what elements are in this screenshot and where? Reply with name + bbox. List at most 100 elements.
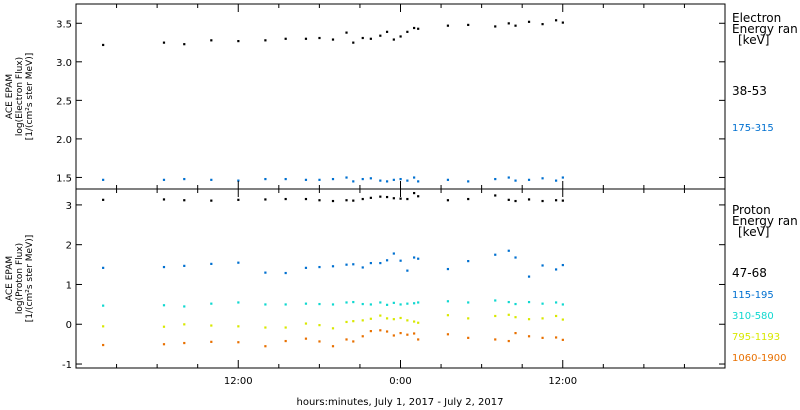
data-point xyxy=(406,302,409,305)
data-point xyxy=(399,197,402,200)
data-point xyxy=(494,299,497,302)
data-point xyxy=(210,324,213,327)
y-tick-label: 3.5 xyxy=(56,19,72,30)
legend-entry: 1060-1900 xyxy=(732,353,787,364)
data-point xyxy=(264,198,267,201)
data-point xyxy=(561,199,564,202)
data-series xyxy=(102,329,564,348)
data-point xyxy=(413,320,416,323)
data-point xyxy=(507,22,510,25)
data-point xyxy=(561,303,564,306)
data-point xyxy=(554,336,558,339)
data-point xyxy=(467,336,470,339)
data-point xyxy=(467,197,470,201)
data-point xyxy=(264,303,267,306)
data-series xyxy=(102,299,564,308)
data-point xyxy=(237,325,240,328)
data-point xyxy=(210,178,213,181)
data-point xyxy=(507,339,510,343)
data-point xyxy=(399,316,402,320)
y-tick-label: 1 xyxy=(66,280,72,291)
data-point xyxy=(210,262,213,265)
data-point xyxy=(183,43,186,46)
data-point xyxy=(237,261,240,264)
data-point xyxy=(304,337,308,340)
data-point xyxy=(507,249,510,252)
data-point xyxy=(541,199,544,203)
data-point xyxy=(385,330,389,333)
data-point xyxy=(514,199,517,203)
y-tick-label: 2 xyxy=(66,241,72,252)
data-point xyxy=(446,267,450,271)
data-point xyxy=(237,179,240,182)
data-point xyxy=(406,319,409,322)
data-point xyxy=(541,23,544,26)
data-point xyxy=(406,30,409,33)
data-point xyxy=(379,34,382,37)
data-point xyxy=(237,301,240,304)
data-point xyxy=(385,30,389,33)
data-point xyxy=(446,24,450,27)
data-point xyxy=(162,343,166,346)
data-point xyxy=(284,271,287,275)
data-point xyxy=(514,302,517,306)
data-point xyxy=(102,266,105,269)
data-point xyxy=(379,314,382,317)
data-point xyxy=(541,177,544,180)
data-point xyxy=(318,265,321,269)
legend-entry: 175-315 xyxy=(732,123,774,134)
legend-title: [keV] xyxy=(738,225,769,239)
x-tick-label: 12:00 xyxy=(224,376,253,387)
data-point xyxy=(541,302,544,305)
data-point xyxy=(304,302,308,305)
data-point xyxy=(102,325,105,328)
data-point xyxy=(369,196,372,199)
data-series xyxy=(102,313,564,330)
data-point xyxy=(417,321,420,324)
data-point xyxy=(284,326,287,329)
data-point xyxy=(369,177,372,180)
data-point xyxy=(361,197,364,201)
data-point xyxy=(237,40,240,43)
data-point xyxy=(318,178,321,181)
data-point xyxy=(494,25,497,28)
data-point xyxy=(162,41,166,44)
data-point xyxy=(210,340,213,343)
data-point xyxy=(369,37,372,40)
data-point xyxy=(527,335,531,338)
data-point xyxy=(264,177,267,181)
data-point xyxy=(352,263,355,266)
data-point xyxy=(284,303,287,306)
y-axis-title: ACE EPAM xyxy=(5,256,15,301)
data-point xyxy=(352,320,355,323)
data-point xyxy=(162,178,166,181)
data-point xyxy=(369,330,372,333)
data-point xyxy=(494,253,497,256)
data-point xyxy=(352,41,355,44)
data-point xyxy=(331,177,335,181)
data-point xyxy=(406,179,409,182)
data-point xyxy=(352,180,355,183)
y-tick-label: 2.5 xyxy=(56,96,72,107)
proton-panel: -1 0 1 2 3 ACE EPAM log(Proton Flux) [1/(cm²s s… xyxy=(5,188,798,371)
data-point xyxy=(379,195,382,198)
data-point xyxy=(561,21,564,24)
data-point xyxy=(392,178,395,181)
data-point xyxy=(527,318,531,321)
data-point xyxy=(385,259,389,262)
data-point xyxy=(554,199,558,202)
data-point xyxy=(183,177,186,181)
legend-title: Proton xyxy=(732,203,771,217)
data-point xyxy=(331,38,335,41)
data-point xyxy=(352,340,355,343)
data-point xyxy=(467,301,470,304)
legend-entry: 47-68 xyxy=(732,266,767,280)
y-axis-title: ACE EPAM xyxy=(5,74,15,119)
x-axis: 12:00 0:00 12:00 xyxy=(75,4,726,387)
data-point xyxy=(331,199,335,203)
data-point xyxy=(318,324,321,327)
data-series xyxy=(102,191,564,203)
